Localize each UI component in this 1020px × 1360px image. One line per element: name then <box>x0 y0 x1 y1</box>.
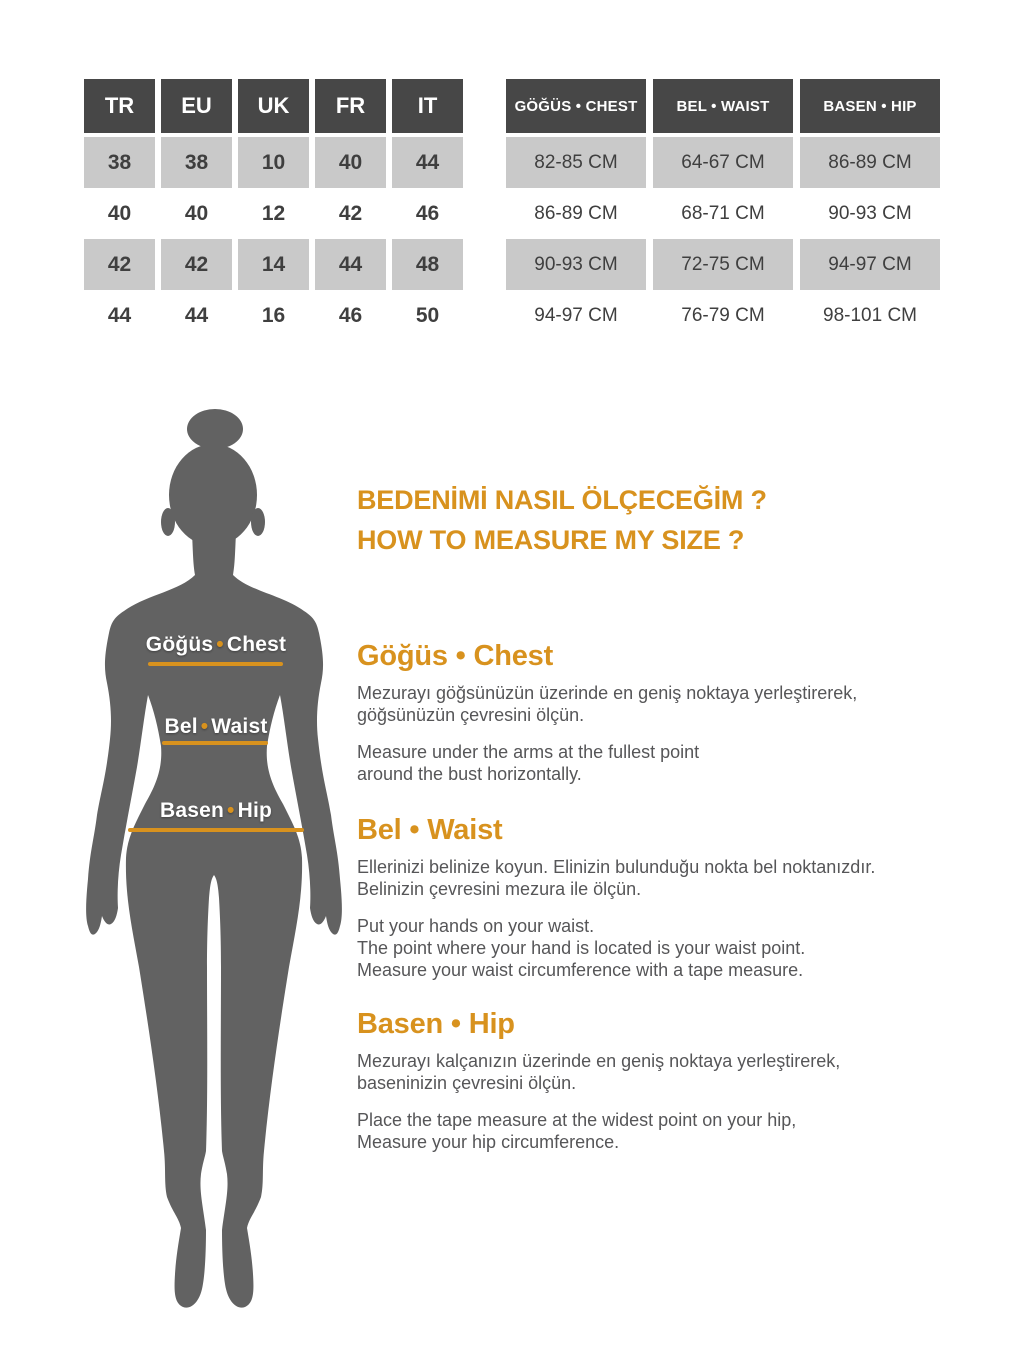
waist-instructions-turkish: Ellerinizi belinize koyun. Elinizin bulu… <box>357 857 876 899</box>
size-table-cell: 38 <box>161 137 232 188</box>
size-table-header: UK <box>238 79 309 133</box>
guide-title-english: HOW TO MEASURE MY SIZE ? <box>357 525 745 555</box>
waist-measure-line <box>162 741 268 745</box>
measurement-table-cell: 90-93 CM <box>506 239 646 290</box>
hip-instructions-english: Place the tape measure at the widest poi… <box>357 1110 797 1152</box>
guide-section-waist: Bel • Waist Ellerinizi belinize koyun. E… <box>357 814 1007 981</box>
size-table-cell: 46 <box>338 303 363 327</box>
size-table-cell: 44 <box>315 239 386 290</box>
measurement-table-cell: 94-97 CM <box>800 239 940 290</box>
size-table-column-fr: FR 40 42 44 46 <box>315 79 386 341</box>
guide-title-turkish: BEDENİMİ NASIL ÖLÇECEĞİM ? <box>357 485 767 515</box>
bullet-separator: • <box>216 633 224 656</box>
measurement-column-hip: BASEN • HIP 86-89 CM 90-93 CM 94-97 CM 9… <box>800 79 940 341</box>
measurement-table-cell: 82-85 CM <box>506 137 646 188</box>
measurement-table-cell: 94-97 CM <box>534 304 618 326</box>
guide-section-hip: Basen • Hip Mezurayı kalçanızın üzerinde… <box>357 1008 1007 1153</box>
section-heading-waist: Bel • Waist <box>357 814 503 846</box>
body-outline <box>86 533 342 1308</box>
section-heading-hip: Basen • Hip <box>357 1008 515 1040</box>
measurement-column-chest: GÖĞÜS • CHEST 82-85 CM 86-89 CM 90-93 CM… <box>506 79 646 341</box>
section-heading-chest: Göğüs • Chest <box>357 640 554 672</box>
hair-bun <box>187 409 243 449</box>
right-ear <box>251 508 265 536</box>
figure-chest-label: Göğüs • Chest <box>106 633 326 657</box>
figure-chest-label-en: Chest <box>226 633 287 656</box>
measurement-column-waist: BEL • WAIST 64-67 CM 68-71 CM 72-75 CM 7… <box>653 79 793 341</box>
guide-section-chest: Göğüs • Chest Mezurayı göğsünüzün üzerin… <box>357 640 1007 785</box>
left-ear <box>161 508 175 536</box>
measurement-table-cell: 72-75 CM <box>653 239 793 290</box>
size-table-cell: 12 <box>261 201 286 225</box>
measurement-table-cell: 98-101 CM <box>823 304 917 326</box>
size-table-header: EU <box>161 79 232 133</box>
chest-instructions-english: Measure under the arms at the fullest po… <box>357 742 700 784</box>
hip-measure-line <box>128 828 304 832</box>
size-table-header: TR <box>84 79 155 133</box>
size-table-column-tr: TR 38 40 42 44 <box>84 79 155 341</box>
measurement-table-cell: 76-79 CM <box>681 304 765 326</box>
head <box>169 444 257 546</box>
waist-instructions-english: Put your hands on your waist. The point … <box>357 916 806 980</box>
hip-instructions-turkish: Mezurayı kalçanızın üzerinde en geniş no… <box>357 1051 841 1093</box>
figure-hip-label-tr: Basen <box>159 799 225 822</box>
size-table-cell: 40 <box>107 201 132 225</box>
size-table-header: FR <box>315 79 386 133</box>
measurement-table-header: BEL • WAIST <box>653 79 793 133</box>
size-table-cell: 40 <box>315 137 386 188</box>
measurement-table-cell: 86-89 CM <box>534 202 618 224</box>
size-table-cell: 46 <box>415 201 440 225</box>
size-table-cell: 40 <box>184 201 209 225</box>
size-table-cell: 42 <box>161 239 232 290</box>
measurement-table-cell: 64-67 CM <box>653 137 793 188</box>
size-table-cell: 14 <box>238 239 309 290</box>
chest-instructions-turkish: Mezurayı göğsünüzün üzerinde en geniş no… <box>357 683 858 725</box>
body-measurement-table: GÖĞÜS • CHEST 82-85 CM 86-89 CM 90-93 CM… <box>506 79 940 341</box>
chest-measure-line <box>148 662 283 666</box>
figure-hip-label: Basen • Hip <box>106 799 326 823</box>
size-table-cell: 48 <box>392 239 463 290</box>
measurement-table-cell: 86-89 CM <box>800 137 940 188</box>
guide-title: BEDENİMİ NASIL ÖLÇECEĞİM ? HOW TO MEASUR… <box>357 480 767 560</box>
measurement-table-cell: 90-93 CM <box>828 202 912 224</box>
figure-waist-label-tr: Bel <box>164 715 198 738</box>
size-table-header: IT <box>392 79 463 133</box>
figure-hip-label-en: Hip <box>237 799 273 822</box>
size-table-cell: 38 <box>84 137 155 188</box>
measurement-table-cell: 68-71 CM <box>681 202 765 224</box>
size-table-cell: 50 <box>415 303 440 327</box>
size-table-column-uk: UK 10 12 14 16 <box>238 79 309 341</box>
size-table-cell: 42 <box>338 201 363 225</box>
size-table-cell: 44 <box>392 137 463 188</box>
bullet-separator: • <box>227 799 235 822</box>
size-table-column-eu: EU 38 40 42 44 <box>161 79 232 341</box>
size-table-cell: 44 <box>184 303 209 327</box>
female-body-silhouette <box>86 409 342 1308</box>
size-table-cell: 16 <box>261 303 286 327</box>
figure-waist-label: Bel • Waist <box>106 715 326 739</box>
measurement-table-header: GÖĞÜS • CHEST <box>506 79 646 133</box>
size-table-cell: 10 <box>238 137 309 188</box>
size-conversion-table: TR 38 40 42 44 EU 38 40 42 44 UK 10 12 1… <box>84 79 463 341</box>
bullet-separator: • <box>200 715 209 738</box>
size-table-cell: 44 <box>107 303 132 327</box>
size-table-cell: 42 <box>84 239 155 290</box>
measurement-table-header: BASEN • HIP <box>800 79 940 133</box>
figure-waist-label-en: Waist <box>211 715 268 738</box>
size-table-column-it: IT 44 46 48 50 <box>392 79 463 341</box>
figure-chest-label-tr: Göğüs <box>145 633 214 656</box>
